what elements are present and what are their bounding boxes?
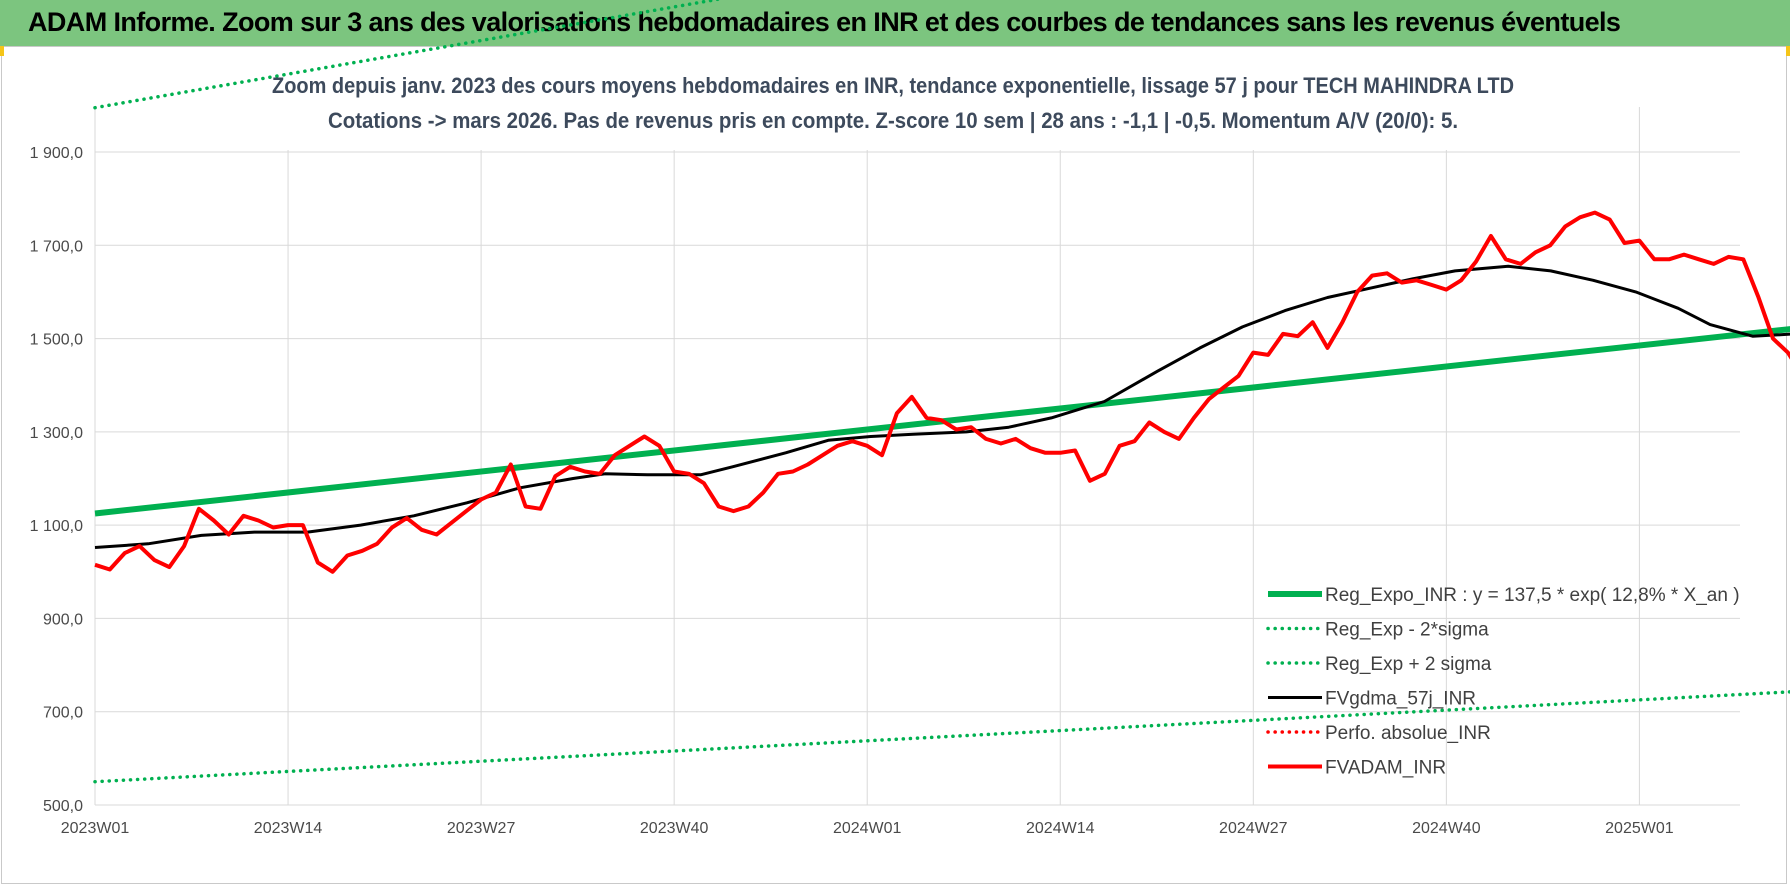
y-tick-label: 1 300,0 [30,425,83,442]
y-tick-labels: 500,0 700,0 900,0 1 100,0 1 300,0 1 500,0 1 70… [30,145,83,815]
chart-title-line-1: Zoom depuis janv. 2023 des cours moyens … [272,73,1514,98]
y-tick-label: 700,0 [43,705,83,722]
series-layer [93,0,1790,784]
corner-marker-left [0,46,4,56]
legend-label: FVADAM_INR [1325,758,1446,779]
legend: Reg_Expo_INR : y = 137,5 * exp( 12,8% * … [1266,585,1740,779]
x-tick-labels: 2023W01 2023W14 2023W27 2023W40 2024W01 2024W… [61,820,1674,837]
y-tick-label: 1 500,0 [30,332,83,349]
y-gridlines [95,151,1740,806]
series-line-fvadam_inr [94,210,1790,574]
x-tick-label: 2023W27 [447,820,516,837]
banner-title: ADAM Informe. Zoom sur 3 ans des valoris… [28,7,1621,37]
x-tick-label: 2025W01 [1605,820,1674,837]
series-line-reg_expo_inr [94,326,1790,517]
corner-marker-right [1786,46,1790,56]
x-tick-label: 2024W40 [1412,820,1481,837]
y-tick-label: 1 100,0 [30,518,83,535]
y-tick-label: 1 700,0 [30,238,83,255]
chart-title-line-2: Cotations -> mars 2026. Pas de revenus p… [328,108,1458,133]
x-gridlines [94,107,1640,805]
series-line-reg_exp [93,690,1790,784]
x-tick-label: 2024W14 [1026,820,1095,837]
y-tick-label: 1 900,0 [30,145,83,162]
series-line-fvgdma_57j_inr [94,264,1790,549]
legend-label: Reg_Exp - 2*sigma [1325,620,1489,641]
x-tick-label: 2024W01 [833,820,902,837]
x-tick-label: 2023W14 [254,820,323,837]
legend-label: Perfo. absolue_INR [1325,723,1491,744]
legend-label: FVgdma_57j_INR [1325,689,1476,710]
x-tick-label: 2024W27 [1219,820,1288,837]
chart-frame [1,46,1787,884]
report-banner: ADAM Informe. Zoom sur 3 ans des valoris… [0,0,1790,47]
x-tick-label: 2023W40 [640,820,709,837]
legend-label: Reg_Expo_INR : y = 137,5 * exp( 12,8% * … [1325,585,1740,606]
y-tick-label: 500,0 [43,798,83,815]
legend-label: Reg_Exp + 2 sigma [1325,654,1492,675]
title-background [265,90,1520,150]
y-tick-label: 900,0 [43,611,83,628]
x-tick-label: 2023W01 [61,820,130,837]
